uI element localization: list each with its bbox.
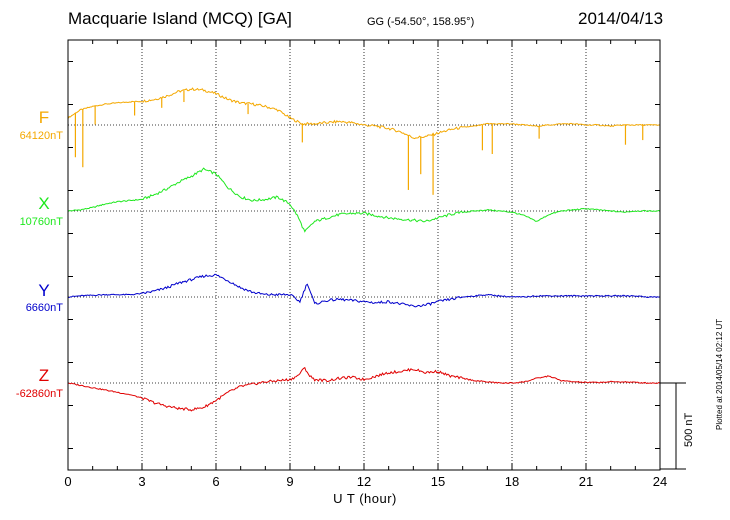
plot-date: 2014/04/13 — [578, 9, 664, 28]
x-tick-label: 15 — [430, 474, 446, 489]
series-line-Y — [67, 273, 661, 308]
plotted-timestamp: Plotted at 2014/05/14 02:12 UT — [715, 318, 724, 430]
axis-layer — [67, 39, 661, 471]
scale-bar — [660, 382, 686, 470]
channel-baseline-Y: 6660nT — [25, 302, 63, 314]
x-axis-label: U T (hour) — [333, 491, 397, 506]
grid-layer — [68, 40, 660, 470]
x-tick-label: 21 — [578, 474, 594, 489]
channel-name-Y: Y — [38, 281, 50, 300]
x-tick-label: 9 — [286, 474, 294, 489]
channel-baseline-F: 64120nT — [19, 130, 63, 142]
channel-name-X: X — [38, 194, 50, 213]
geographic-coordinates: GG (-54.50°, 158.95°) — [367, 16, 475, 28]
series-line-X — [67, 167, 661, 233]
x-tick-label: 24 — [652, 474, 668, 489]
x-tick-label: 6 — [212, 474, 220, 489]
channel-baseline-X: 10760nT — [19, 216, 63, 228]
x-tick-label: 0 — [64, 474, 72, 489]
channel-name-F: F — [38, 108, 50, 127]
plot-frame — [67, 39, 661, 471]
channel-name-Z: Z — [38, 366, 50, 385]
station-title: Macquarie Island (MCQ) [GA] — [68, 9, 292, 28]
x-tick-label: 18 — [504, 474, 520, 489]
x-tick-label: 3 — [138, 474, 146, 489]
x-tick-label: 12 — [356, 474, 372, 489]
channel-baseline-Z: -62860nT — [15, 388, 63, 400]
series-line-F — [67, 87, 661, 140]
series-line-Z — [68, 366, 661, 412]
series-layer — [67, 87, 661, 412]
scale-bar-label: 500 nT — [683, 412, 695, 447]
